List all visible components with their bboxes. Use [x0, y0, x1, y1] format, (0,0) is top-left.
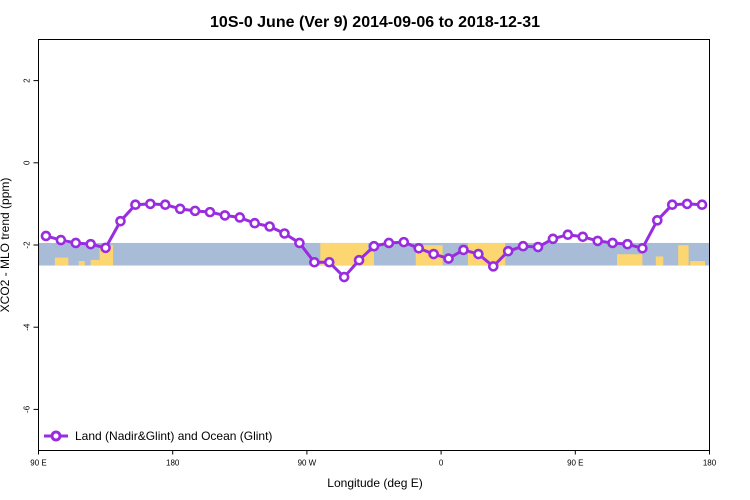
data-point [234, 212, 246, 223]
data-point [85, 238, 96, 250]
data-point [622, 238, 633, 250]
data-point [323, 256, 335, 268]
data-point [517, 240, 529, 252]
data-point [219, 210, 231, 221]
data-point [443, 253, 454, 264]
x-axis-label: Longitude (deg E) [327, 476, 422, 490]
y-tick-label: -6 [23, 405, 32, 413]
data-point [547, 233, 559, 245]
data-point [174, 203, 186, 215]
data-point [279, 228, 290, 239]
data-point [130, 199, 141, 211]
data-point [428, 248, 439, 260]
data-point [532, 241, 544, 253]
data-point [338, 271, 350, 283]
data-point [562, 229, 574, 241]
land-patch [655, 256, 664, 266]
data-point [353, 254, 365, 266]
y-axis: 2 0 -2 -4 -6 [23, 78, 39, 413]
x-tick-label: 90 E [567, 459, 583, 468]
land-patch [54, 257, 69, 266]
data-point [383, 237, 395, 249]
data-point [264, 221, 275, 232]
series-line [45, 202, 703, 279]
data-point [70, 237, 82, 249]
data-point [666, 199, 678, 211]
legend-label: Land (Nadir&Glint) and Ocean (Glint) [75, 429, 272, 443]
data-point [413, 242, 425, 254]
data-point [204, 206, 216, 218]
land-patch [678, 245, 689, 266]
x-tick-label: 0 [439, 459, 444, 468]
plot-frame [38, 39, 710, 451]
data-point [607, 237, 618, 249]
land-patch [690, 261, 706, 266]
y-tick-label: 0 [23, 160, 32, 165]
data-point [145, 198, 156, 210]
data-point [368, 240, 380, 252]
data-point [637, 242, 648, 254]
chart-title: 10S-0 June (Ver 9) 2014-09-06 to 2018-12… [210, 14, 540, 31]
data-point [577, 231, 589, 243]
x-tick-label: 180 [703, 459, 717, 468]
data-point [398, 236, 410, 248]
land-patch [467, 242, 506, 266]
land-patch [617, 254, 643, 266]
data-point [696, 199, 708, 211]
data-point [458, 244, 469, 256]
data-point [309, 256, 320, 268]
y-tick-label: -4 [23, 323, 32, 331]
legend-marker [50, 430, 62, 442]
legend: Land (Nadir&Glint) and Ocean (Glint) [44, 429, 272, 443]
data-point [681, 198, 693, 210]
data-point [55, 234, 67, 246]
data-point [652, 215, 663, 226]
data-point [189, 205, 201, 217]
x-tick-label: 180 [166, 459, 180, 468]
y-tick-label: -2 [23, 241, 32, 249]
x-tick-label: 90 W [298, 459, 317, 468]
x-axis: 90 E 180 90 W 0 90 E 180 [30, 450, 717, 468]
land-patch [90, 259, 100, 266]
data-point [40, 230, 52, 242]
y-axis-label: XCO2 - MLO trend (ppm) [0, 178, 12, 313]
land-patch [78, 261, 85, 266]
series-group [40, 198, 708, 283]
data-point [502, 245, 514, 257]
data-point [115, 215, 126, 227]
x-tick-label: 90 E [30, 459, 46, 468]
data-point [249, 217, 261, 229]
data-point [473, 248, 484, 260]
data-point [592, 235, 603, 247]
data-point [487, 261, 499, 272]
y-tick-label: 2 [23, 78, 32, 83]
data-point [159, 199, 171, 211]
data-point [294, 237, 305, 249]
data-point [100, 242, 111, 254]
